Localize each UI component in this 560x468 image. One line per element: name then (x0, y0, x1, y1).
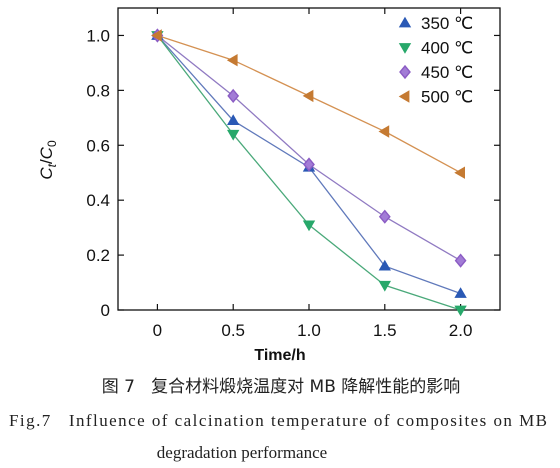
y-label-c0: C (37, 146, 56, 159)
axis-ticks (118, 8, 500, 311)
legend: 350 ℃ 400 ℃ 450 ℃ 500 ℃ (398, 14, 473, 107)
legend-label-500: 500 ℃ (421, 88, 473, 107)
x-tick-label-4: 2.0 (449, 321, 473, 340)
legend-marker-400 (398, 43, 412, 54)
marker-500-0 (151, 29, 162, 42)
legend-item-350: 350 ℃ (398, 14, 473, 33)
legend-marker-450 (399, 64, 411, 80)
x-tick-label-3: 1.5 (373, 321, 397, 340)
series-markers-500 (151, 29, 466, 179)
y-tick-label-0: 0 (101, 301, 110, 320)
y-label-sub-t: t (45, 163, 59, 167)
y-label-slash: / (37, 159, 56, 164)
axis-tick-labels: 0 0.5 1.0 1.5 2.0 0 0.2 0.4 0.6 0.8 1.0 (86, 26, 472, 340)
x-tick-label-2: 1.0 (297, 321, 321, 340)
x-tick-label-1: 0.5 (221, 321, 245, 340)
legend-item-500: 500 ℃ (398, 88, 473, 107)
x-axis-label: Time/h (254, 347, 305, 364)
legend-label-450: 450 ℃ (421, 63, 473, 82)
y-label-c: C (37, 167, 56, 180)
figure-caption-cn: 图 7 复合材料煅烧温度对 MB 降解性能的影响 (102, 377, 461, 397)
series-markers-450 (151, 28, 467, 268)
marker-350-1 (227, 114, 240, 125)
marker-500-2 (302, 89, 314, 103)
legend-label-400: 400 ℃ (421, 39, 473, 58)
figure-caption-en-line1: Fig.7 Influence of calcination temperatu… (9, 411, 547, 430)
y-tick-label-2: 0.4 (86, 191, 110, 210)
marker-500-1 (226, 54, 238, 67)
marker-400-2 (302, 220, 316, 232)
marker-350-3 (378, 259, 391, 271)
y-tick-label-3: 0.6 (86, 136, 110, 155)
marker-500-3 (378, 125, 390, 138)
y-label-sub-0: 0 (45, 140, 59, 147)
marker-400-3 (378, 280, 391, 292)
x-tick-label-0: 0 (153, 321, 162, 340)
legend-label-350: 350 ℃ (421, 14, 473, 33)
legend-marker-500 (398, 90, 410, 103)
y-tick-label-4: 0.8 (86, 81, 110, 100)
marker-400-4 (454, 305, 467, 317)
marker-400-1 (227, 129, 240, 141)
figure-caption-en-line2: degradation performance (157, 443, 327, 462)
series-markers (151, 28, 467, 317)
legend-item-400: 400 ℃ (398, 39, 473, 58)
legend-item-450: 450 ℃ (399, 63, 473, 82)
marker-350-4 (454, 287, 467, 298)
y-tick-label-1: 0.2 (86, 246, 110, 265)
marker-450-1 (227, 88, 240, 103)
marker-450-3 (378, 209, 391, 224)
legend-marker-350 (398, 16, 412, 28)
marker-500-4 (454, 166, 466, 179)
marker-450-4 (454, 253, 467, 268)
y-tick-label-5: 1.0 (86, 26, 110, 45)
y-axis-label: Ct/C0 (37, 140, 59, 180)
marker-450-2 (303, 157, 315, 172)
